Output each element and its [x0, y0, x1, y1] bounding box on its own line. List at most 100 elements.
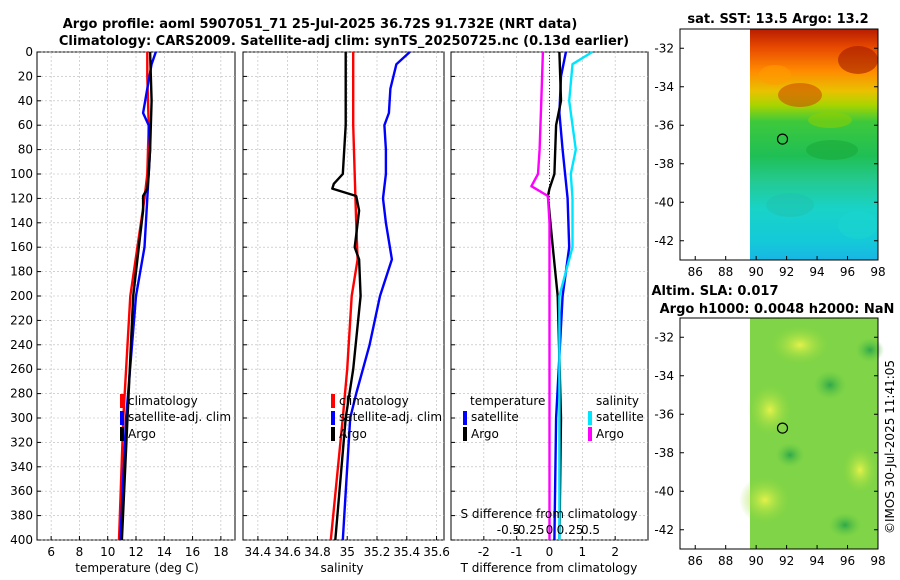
- sla-high-patch: [748, 384, 792, 436]
- sst-cool-patch: [766, 193, 814, 217]
- imos-timestamp: ©IMOS 30-Jul-2025 11:41:05: [883, 360, 897, 534]
- legend-climatology-label: climatology: [339, 394, 409, 408]
- map-y-tick-label: -42: [654, 234, 674, 248]
- y-tick-label: 380: [10, 509, 33, 523]
- legend-satellite-label: satellite-adj. clim: [339, 410, 442, 424]
- x-tick-label: -1: [511, 545, 523, 559]
- map-y-tick-label: -38: [654, 446, 674, 460]
- secondary-x-tick-label: 0: [546, 523, 554, 537]
- y-tick-label: 200: [10, 289, 33, 303]
- map-y-tick-label: -40: [654, 484, 674, 498]
- map-y-tick-label: -32: [654, 41, 674, 55]
- x-tick-label: 10: [100, 545, 115, 559]
- x-tick-label: 34.8: [304, 545, 331, 559]
- legend-salinity-header: salinity: [596, 394, 639, 408]
- difference-legend: temperature satellite Argo salinity sate…: [463, 394, 644, 441]
- legend-temp-argo-label: Argo: [471, 427, 499, 441]
- x-tick-label: 16: [185, 545, 200, 559]
- sla-high-patch: [842, 446, 878, 494]
- salinity-legend: climatology satellite-adj. clim Argo: [331, 394, 442, 441]
- sst-map-frame: [679, 28, 879, 261]
- difference-secondary-ticks: -0.5-0.25 0 0.250.5: [497, 523, 600, 537]
- legend-sal-satellite-label: satellite: [596, 410, 644, 424]
- sla-map-frame: [679, 317, 879, 550]
- x-tick-label: 14: [157, 545, 172, 559]
- x-tick-label: 35.6: [423, 545, 450, 559]
- y-tick-label: 260: [10, 362, 33, 376]
- map-y-tick-label: -34: [654, 80, 674, 94]
- sla-low-patch: [829, 513, 861, 537]
- y-tick-label: 0: [25, 45, 33, 59]
- map-x-tick-label: 86: [688, 554, 703, 568]
- series-line-argo: [120, 51, 153, 541]
- x-tick-label: 35.2: [364, 545, 391, 559]
- y-tick-label: 220: [10, 313, 33, 327]
- x-tick-label: 2: [611, 545, 619, 559]
- map-y-tick-label: -34: [654, 369, 674, 383]
- y-tick-label: 80: [18, 143, 33, 157]
- sla-map-subtitle: Argo h1000: 0.0048 h2000: NaN: [660, 302, 895, 317]
- sst-warm-patch: [838, 46, 878, 74]
- temperature-xlabel: temperature (deg C): [75, 561, 198, 575]
- y-tick-label: 340: [10, 460, 33, 474]
- y-tick-label: 140: [10, 216, 33, 230]
- x-tick-label: 6: [47, 545, 55, 559]
- map-x-tick-label: 98: [870, 554, 885, 568]
- temperature-chart-content: 0 20 40 60 80 100 120 140 160 180 200 220 240 260 280 3…: [10, 45, 235, 559]
- figure-title-line2: Climatology: CARS2009. Satellite-adj cli…: [59, 34, 629, 49]
- x-tick-label: 34.4: [245, 545, 272, 559]
- sla-low-patch: [814, 371, 846, 399]
- x-tick-label: 1: [579, 545, 587, 559]
- map-x-tick-label: 88: [718, 554, 733, 568]
- sla-low-patch: [856, 338, 884, 362]
- y-tick-label: 20: [18, 69, 33, 83]
- y-tick-label: 240: [10, 338, 33, 352]
- secondary-x-tick-label: -0.25: [513, 523, 544, 537]
- sst-cool-patch: [838, 211, 878, 239]
- secondary-x-tick-label: -0.5: [497, 523, 520, 537]
- map-y-tick-label: -36: [654, 118, 674, 132]
- x-tick-label: 12: [128, 545, 143, 559]
- y-tick-label: 360: [10, 484, 33, 498]
- legend-temp-satellite-label: satellite: [471, 410, 519, 424]
- map-y-tick-label: -32: [654, 330, 674, 344]
- y-tick-label: 400: [10, 533, 33, 547]
- map-x-tick-label: 96: [840, 265, 855, 279]
- legend-satellite-label: satellite-adj. clim: [128, 410, 231, 424]
- sst-warm-patch: [759, 65, 791, 85]
- y-tick-label: 180: [10, 265, 33, 279]
- legend-argo-label: Argo: [339, 427, 367, 441]
- y-tick-label: 40: [18, 94, 33, 108]
- sst-warm-patch: [778, 83, 822, 107]
- secondary-x-tick-label: 0.5: [581, 523, 600, 537]
- argo-float-marker: [776, 133, 789, 145]
- temperature-legend: climatology satellite-adj. clim Argo: [120, 394, 231, 441]
- series-line-salinity-argo: [530, 51, 551, 540]
- legend-climatology-label: climatology: [128, 394, 198, 408]
- difference-xlabel: T difference from climatology: [460, 561, 638, 575]
- map-x-tick-label: 94: [809, 554, 824, 568]
- legend-sal-argo-label: Argo: [596, 427, 624, 441]
- map-x-tick-label: 98: [870, 265, 885, 279]
- legend-argo-label: Argo: [128, 427, 156, 441]
- sst-texture: [759, 46, 878, 239]
- x-tick-label: 8: [76, 545, 84, 559]
- map-x-tick-label: 90: [749, 265, 764, 279]
- x-tick-label: 35.4: [393, 545, 420, 559]
- figure-title-line1: Argo profile: aoml 5907051_71 25-Jul-202…: [63, 17, 578, 32]
- y-tick-label: 320: [10, 435, 33, 449]
- sla-high-patch: [770, 325, 830, 365]
- sla-map-axes: 86 88 90 92 94 96 98 -32 -34 -36 -38 -40 -42: [654, 330, 885, 568]
- map-x-tick-label: 96: [840, 554, 855, 568]
- sla-high-patch: [739, 476, 791, 524]
- map-x-tick-label: 92: [779, 265, 794, 279]
- map-x-tick-label: 86: [688, 265, 703, 279]
- series-line-climatology: [329, 52, 359, 541]
- series-line-salinity-satellite: [558, 50, 593, 540]
- map-x-tick-label: 88: [718, 265, 733, 279]
- y-tick-label: 300: [10, 411, 33, 425]
- legend-temperature-header: temperature: [470, 394, 545, 408]
- y-tick-label: 60: [18, 118, 33, 132]
- series-line-satellite-adj-clim: [341, 51, 411, 541]
